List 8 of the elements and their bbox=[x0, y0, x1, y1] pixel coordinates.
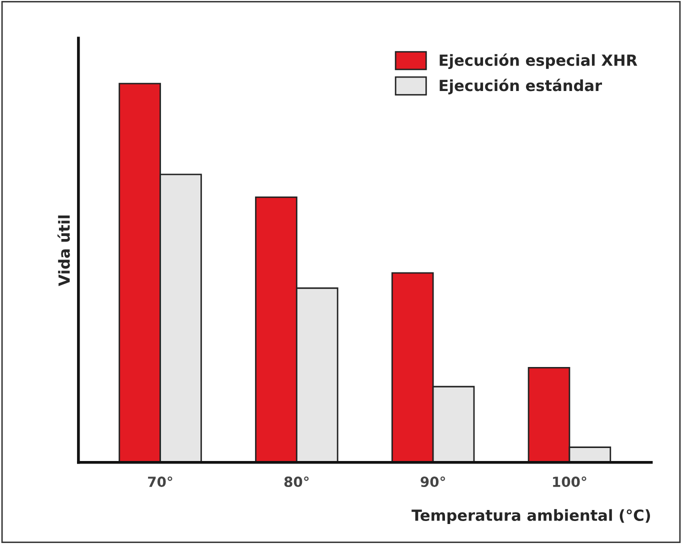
x-tick-label: 90° bbox=[420, 476, 445, 488]
x-tick-label: 100° bbox=[553, 476, 586, 488]
x-tick-label: 70° bbox=[148, 476, 172, 488]
legend-label: Ejecución especial XHR bbox=[440, 54, 638, 70]
x-tick-label: 80° bbox=[284, 476, 309, 488]
x-axis-title: Temperatura ambiental (°C) bbox=[412, 509, 650, 524]
legend-label: Ejecución estándar bbox=[440, 78, 602, 94]
y-axis-title: Vida útil bbox=[57, 216, 70, 286]
